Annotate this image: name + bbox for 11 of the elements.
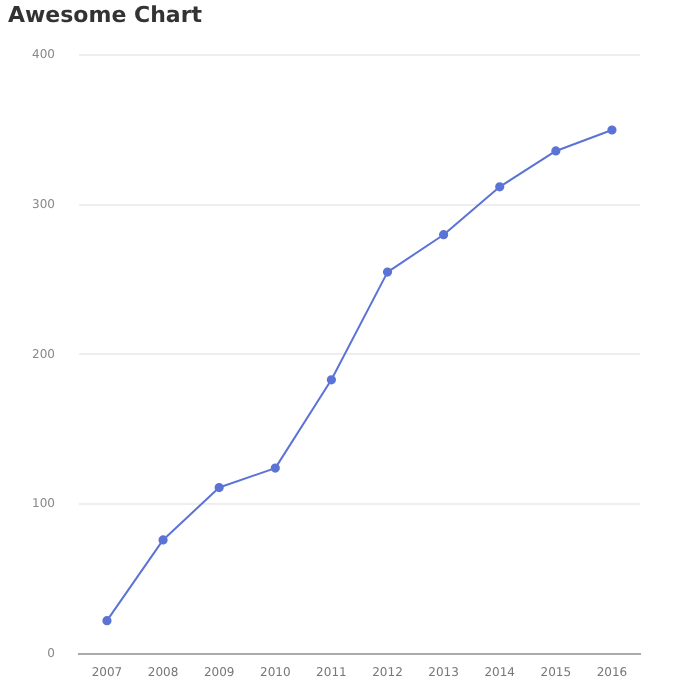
point: [214, 482, 224, 493]
chart-title: Awesome Chart: [8, 2, 203, 28]
point: [495, 182, 505, 192]
point: [439, 230, 449, 240]
point: [102, 616, 112, 626]
point: [158, 535, 168, 545]
point: [607, 125, 617, 135]
point: [270, 463, 280, 473]
point: [382, 267, 393, 277]
point: [551, 146, 561, 156]
point: [326, 375, 336, 385]
